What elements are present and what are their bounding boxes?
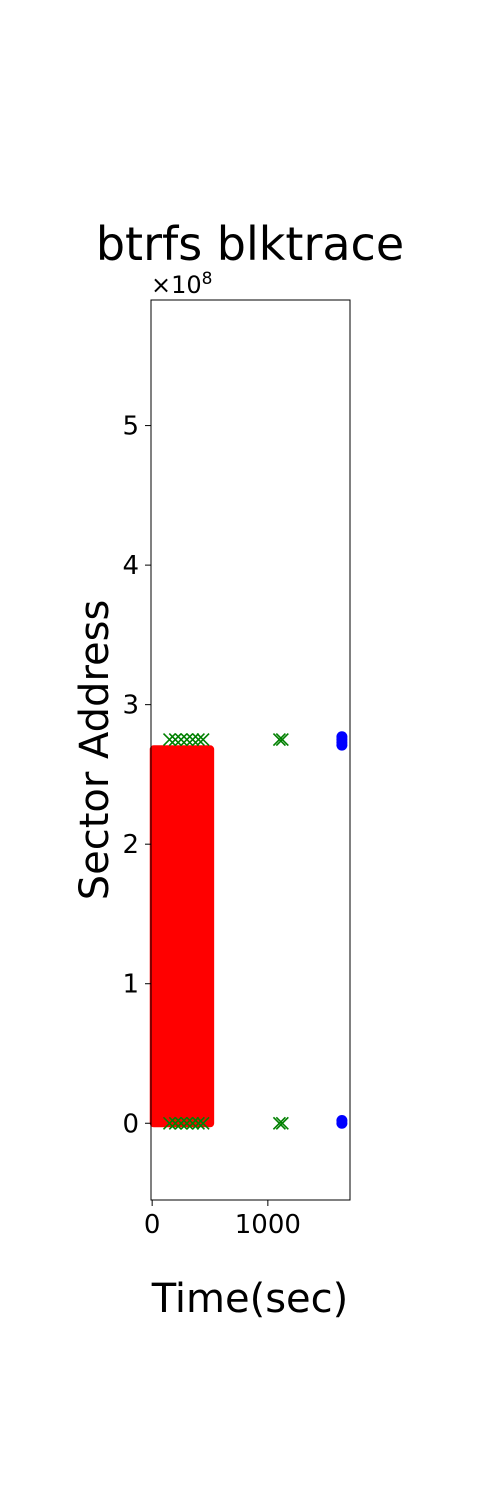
scatter-point [168, 732, 182, 747]
y-axis-multiplier: ×108 [151, 269, 212, 299]
y-tick-label: 4 [122, 551, 139, 581]
chart-title: btrfs blktrace [96, 217, 404, 271]
scatter-point [275, 732, 289, 747]
y-multiplier-base: ×10 [151, 271, 202, 299]
y-tick-label: 2 [122, 830, 139, 860]
scatter-point [191, 1116, 206, 1130]
scatter-point [196, 732, 210, 747]
scatter-point [186, 1116, 200, 1130]
scatter-point [168, 1116, 182, 1130]
scatter-point-cloud [149, 745, 215, 1128]
scatter-point [336, 731, 348, 743]
scatter-point [162, 732, 177, 747]
scatter-point [191, 732, 206, 747]
scatter-point [174, 1116, 188, 1130]
y-multiplier-exponent: 8 [202, 269, 213, 289]
scatter-point [186, 732, 200, 747]
x-axis-label: Time(sec) [151, 1276, 349, 1322]
x-tick-label: 0 [144, 1210, 161, 1240]
x-axis-ticks: 0 1000 [144, 1200, 301, 1240]
plot-frame [150, 299, 351, 1201]
scatter-point [174, 732, 188, 747]
y-tick-label: 3 [122, 691, 139, 721]
scatter-point [272, 732, 286, 747]
scatter-point [272, 1116, 286, 1130]
scatter-point [162, 1116, 177, 1130]
x-tick-label: 1000 [235, 1210, 301, 1240]
scatter-point [275, 1116, 289, 1130]
scatter-point [196, 1116, 210, 1130]
y-tick-label: 1 [122, 970, 139, 1000]
y-axis-ticks: 0 1 2 3 4 5 [122, 412, 151, 1139]
scatter-point [180, 732, 194, 747]
y-axis-label: Sector Address [72, 600, 118, 901]
y-tick-label: 5 [122, 412, 139, 442]
plot-marks [149, 731, 348, 1130]
scatter-point [180, 1116, 194, 1130]
y-tick-label: 0 [122, 1109, 139, 1139]
scatter-point [336, 1114, 348, 1126]
